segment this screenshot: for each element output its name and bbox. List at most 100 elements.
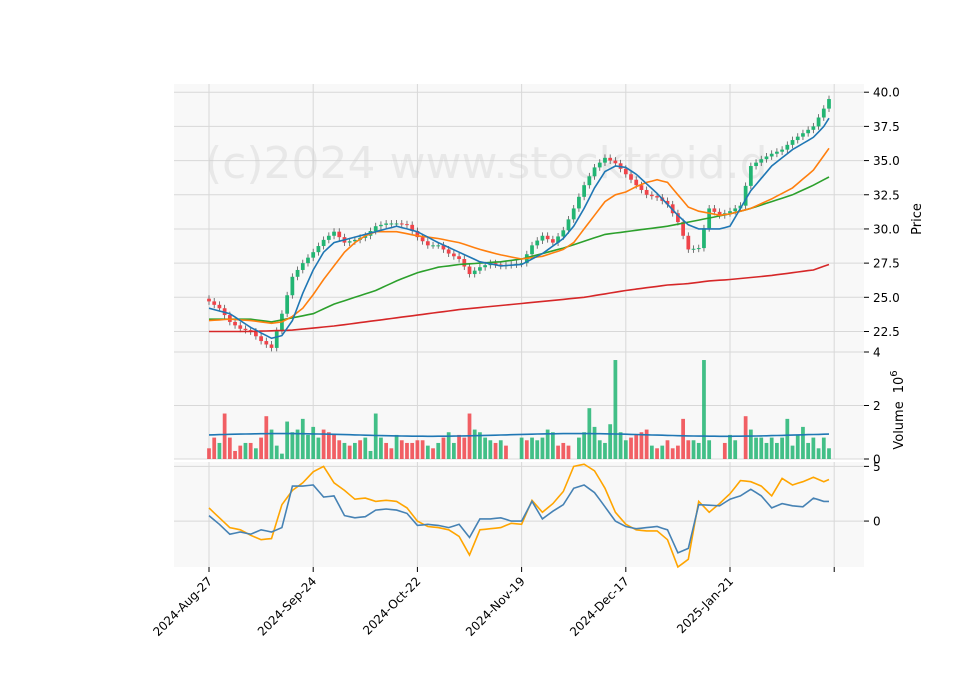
volume-bar bbox=[431, 448, 435, 459]
volume-bar bbox=[639, 432, 644, 459]
candle-body bbox=[285, 295, 290, 314]
volume-bar bbox=[530, 437, 534, 459]
svg-text:Volume106: Volume 106 bbox=[889, 370, 907, 449]
candle-body bbox=[243, 328, 248, 331]
volume-bar bbox=[472, 429, 477, 459]
y-tick-label: 27.5 bbox=[873, 257, 900, 271]
price-moving-averages bbox=[208, 117, 830, 340]
volume-bar bbox=[368, 450, 373, 459]
volume-axis-label: Volume 106 bbox=[889, 370, 907, 449]
candle-body bbox=[540, 235, 545, 241]
oscillator-panel bbox=[174, 462, 864, 567]
candle-body bbox=[561, 230, 566, 237]
volume-bar bbox=[592, 426, 597, 459]
candle-body bbox=[217, 304, 222, 309]
volume-bar bbox=[702, 360, 706, 459]
volume-bar bbox=[342, 442, 347, 459]
candle-body bbox=[811, 126, 816, 130]
candle-body bbox=[681, 222, 685, 236]
volume-bar bbox=[754, 437, 758, 459]
candle-body bbox=[389, 223, 394, 225]
price-panel bbox=[174, 84, 864, 352]
candle-body bbox=[644, 189, 649, 195]
candle-body bbox=[712, 208, 717, 212]
candle-body bbox=[415, 230, 420, 238]
candle-body bbox=[827, 99, 831, 109]
candle-body bbox=[264, 341, 269, 345]
volume-bar bbox=[233, 450, 237, 459]
y-tick-label: 35.0 bbox=[873, 154, 900, 168]
candle-body bbox=[728, 211, 732, 214]
candle-body bbox=[451, 253, 456, 257]
volume-bar bbox=[540, 437, 545, 459]
candle-body bbox=[446, 249, 451, 254]
volume-bar bbox=[295, 429, 300, 459]
candle-body bbox=[347, 241, 352, 243]
candle-body bbox=[566, 219, 571, 231]
candle-body bbox=[754, 162, 758, 167]
volume-bar bbox=[613, 360, 618, 459]
volume-bar bbox=[238, 445, 243, 459]
ma-fast-line bbox=[208, 117, 830, 340]
volume-bar bbox=[577, 437, 581, 459]
x-tick-label: 2024-Sep-24 bbox=[255, 574, 319, 638]
candle-body bbox=[582, 185, 587, 197]
candle-body bbox=[420, 237, 425, 242]
candle-body bbox=[373, 226, 378, 231]
volume-bar bbox=[743, 416, 748, 459]
x-tick-label: 2024-Dec-17 bbox=[567, 574, 632, 639]
volume-bar bbox=[722, 442, 727, 459]
candle-body bbox=[717, 211, 722, 216]
candle-body bbox=[691, 248, 696, 250]
ma-long-line bbox=[209, 263, 830, 333]
candle-body bbox=[780, 149, 784, 152]
candle-body bbox=[431, 245, 435, 247]
volume-bar bbox=[436, 442, 441, 459]
volume-bar bbox=[384, 442, 389, 459]
volume-bar bbox=[608, 424, 613, 459]
volume-bar bbox=[670, 448, 675, 459]
volume-bar bbox=[290, 432, 295, 459]
volume-bar bbox=[816, 448, 821, 459]
volume-bar bbox=[259, 437, 263, 459]
candle-body bbox=[733, 208, 738, 212]
volume-bar bbox=[379, 437, 383, 459]
volume-bar bbox=[660, 445, 665, 459]
volume-bar bbox=[264, 416, 269, 459]
x-tick-label: 2024-Nov-19 bbox=[463, 574, 528, 639]
volume-bar bbox=[353, 442, 357, 459]
candle-body bbox=[311, 252, 316, 258]
candle-body bbox=[686, 235, 691, 250]
volume-bar bbox=[524, 440, 529, 459]
candle-body bbox=[384, 223, 389, 225]
volume-bar bbox=[748, 429, 753, 459]
volume-bar bbox=[399, 440, 404, 459]
candle-body bbox=[592, 167, 597, 177]
volume-bar bbox=[326, 432, 331, 459]
candle-body bbox=[759, 159, 764, 163]
volume-bar bbox=[775, 442, 779, 459]
volume-bar bbox=[280, 453, 284, 459]
volume-bar bbox=[733, 440, 738, 459]
candle-body bbox=[233, 321, 237, 326]
candle-body bbox=[326, 235, 331, 240]
candle-body bbox=[259, 336, 263, 342]
volume-bar bbox=[285, 421, 290, 459]
y-tick-label: 30.0 bbox=[873, 222, 900, 236]
candle-body bbox=[665, 200, 670, 205]
candle-body bbox=[639, 185, 644, 190]
volume-bar bbox=[676, 445, 680, 459]
candle-body bbox=[597, 162, 602, 168]
volume-bar bbox=[446, 432, 451, 459]
volume-bar bbox=[306, 434, 310, 459]
candle-body bbox=[295, 269, 300, 277]
volume-bar bbox=[644, 429, 649, 459]
volume-bar bbox=[394, 434, 399, 459]
candle-body bbox=[821, 108, 826, 118]
y-tick-label: 32.5 bbox=[873, 188, 900, 202]
volume-bar bbox=[550, 432, 555, 459]
volume-bar bbox=[665, 440, 670, 459]
volume-bar bbox=[358, 440, 362, 459]
volume-bar bbox=[561, 442, 566, 459]
